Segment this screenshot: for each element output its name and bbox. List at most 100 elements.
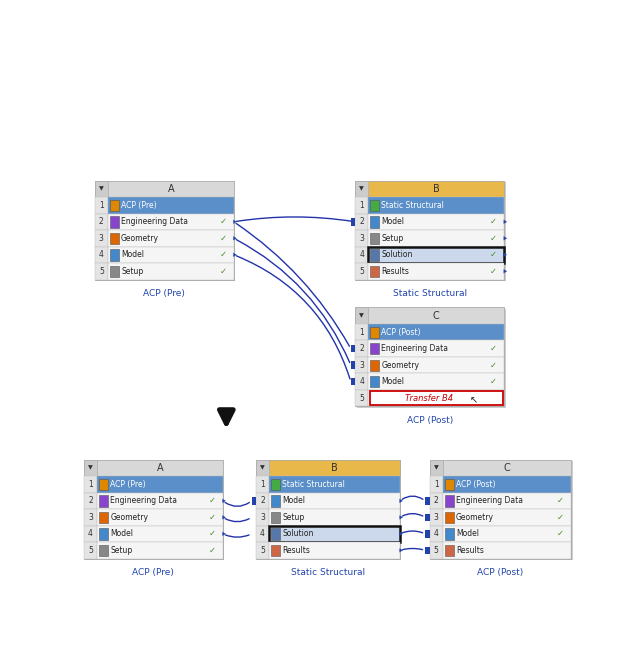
Bar	[271, 529, 280, 540]
Text: ✓: ✓	[220, 217, 227, 226]
Text: Engineering Data: Engineering Data	[456, 496, 523, 505]
Bar	[356, 182, 506, 281]
Polygon shape	[222, 499, 226, 503]
Bar	[445, 545, 454, 556]
Text: ▼: ▼	[434, 465, 438, 471]
Bar	[355, 246, 368, 263]
Bar	[445, 529, 454, 540]
Bar	[355, 357, 368, 374]
Text: 1: 1	[99, 201, 104, 210]
Text: ▼: ▼	[359, 313, 364, 318]
Text: ✓: ✓	[490, 344, 497, 353]
Text: 4: 4	[359, 377, 364, 386]
Bar	[368, 324, 504, 341]
Bar	[84, 526, 97, 542]
Text: ✓: ✓	[209, 546, 216, 555]
Polygon shape	[399, 532, 403, 536]
Bar	[351, 361, 355, 369]
Bar	[108, 181, 234, 197]
Text: ▼: ▼	[99, 186, 104, 191]
Bar	[425, 513, 429, 521]
Bar	[355, 307, 368, 324]
Bar	[271, 479, 280, 490]
Text: 2: 2	[359, 344, 364, 353]
Bar	[256, 476, 269, 493]
Bar	[370, 266, 380, 277]
Text: 4: 4	[99, 250, 104, 259]
Bar	[370, 360, 380, 371]
Text: Solution: Solution	[282, 529, 314, 538]
Bar	[445, 512, 454, 523]
Bar	[256, 460, 269, 476]
Bar	[355, 230, 368, 246]
Bar	[84, 460, 97, 476]
Text: 1: 1	[260, 480, 265, 489]
Text: Results: Results	[381, 267, 410, 275]
Text: Geometry: Geometry	[121, 234, 159, 243]
Bar	[84, 542, 97, 559]
Text: Solution: Solution	[381, 250, 413, 259]
Bar	[256, 493, 269, 509]
Bar	[269, 509, 400, 526]
Text: 2: 2	[88, 496, 93, 505]
Text: ✓: ✓	[490, 250, 497, 259]
Text: ✓: ✓	[557, 529, 564, 538]
Bar	[110, 233, 119, 244]
Text: Model: Model	[110, 529, 133, 538]
Text: 1: 1	[88, 480, 93, 489]
Bar	[99, 479, 108, 490]
Bar	[110, 249, 119, 260]
Bar	[425, 547, 429, 554]
Text: Geometry: Geometry	[110, 513, 148, 522]
Polygon shape	[504, 219, 507, 224]
Text: ▼: ▼	[260, 465, 265, 471]
Text: C: C	[433, 310, 440, 321]
Bar	[97, 509, 223, 526]
Polygon shape	[504, 252, 507, 257]
Text: Model: Model	[381, 377, 404, 386]
Bar	[443, 476, 571, 493]
Bar	[370, 391, 502, 405]
Text: ✓: ✓	[209, 513, 216, 522]
Bar	[443, 526, 571, 542]
Bar	[370, 200, 380, 211]
Text: 3: 3	[359, 360, 364, 370]
Bar	[355, 341, 368, 357]
Bar	[110, 216, 119, 227]
Text: 2: 2	[359, 217, 364, 226]
Bar	[368, 374, 504, 390]
Text: Geometry: Geometry	[456, 513, 494, 522]
Text: Model: Model	[456, 529, 479, 538]
Polygon shape	[504, 269, 507, 273]
Polygon shape	[222, 515, 226, 519]
Text: 1: 1	[434, 480, 438, 489]
Text: ✓: ✓	[490, 234, 497, 243]
Text: Results: Results	[282, 546, 310, 555]
Text: Setup: Setup	[110, 546, 132, 555]
Bar	[429, 542, 443, 559]
Text: ACP (Pre): ACP (Pre)	[110, 480, 146, 489]
Bar	[355, 307, 504, 407]
Bar	[370, 233, 380, 244]
Bar	[443, 493, 571, 509]
Bar	[256, 509, 269, 526]
Text: 3: 3	[88, 513, 93, 522]
Bar	[108, 214, 234, 230]
Text: Model: Model	[282, 496, 305, 505]
Bar	[271, 496, 280, 507]
Bar	[443, 509, 571, 526]
Bar	[429, 476, 443, 493]
Polygon shape	[233, 219, 237, 224]
Bar	[429, 493, 443, 509]
Bar	[269, 476, 400, 493]
Bar	[84, 476, 97, 493]
Bar	[99, 512, 108, 523]
Polygon shape	[399, 515, 403, 519]
Text: Results: Results	[456, 546, 484, 555]
Text: 3: 3	[99, 234, 104, 243]
Text: 2: 2	[99, 217, 104, 226]
Bar	[95, 181, 234, 279]
Text: ✓: ✓	[490, 267, 497, 275]
Bar	[256, 460, 400, 559]
Text: ACP (Post): ACP (Post)	[456, 480, 495, 489]
